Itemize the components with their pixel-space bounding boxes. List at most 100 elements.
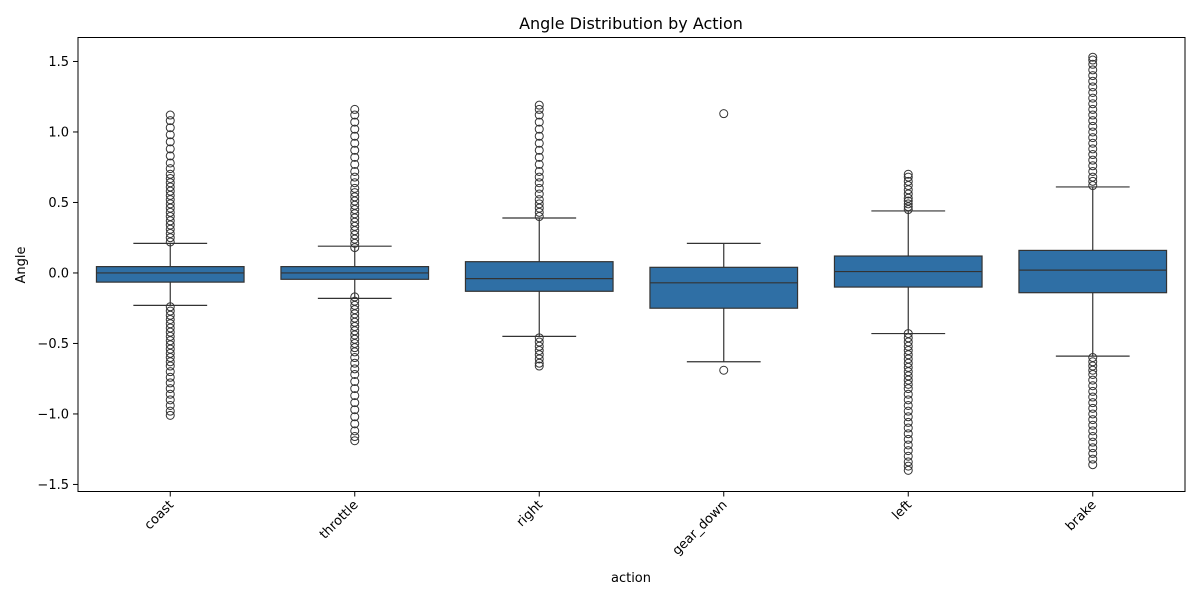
outlier-point xyxy=(350,432,360,442)
outlier-point xyxy=(350,152,360,162)
outlier-point xyxy=(1088,375,1098,385)
outlier-point xyxy=(534,361,544,371)
x-tick-label: left xyxy=(890,498,916,524)
outlier-point xyxy=(350,405,360,415)
outlier-point xyxy=(534,195,544,205)
outlier-point xyxy=(1088,144,1098,154)
outlier-point xyxy=(903,169,913,179)
y-axis-label: Angle xyxy=(14,247,29,284)
outlier-point xyxy=(165,130,175,140)
box-group-right xyxy=(464,100,614,371)
outlier-point xyxy=(350,384,360,394)
outlier-point xyxy=(534,199,544,209)
y-tick-label: 0.5 xyxy=(48,196,69,211)
outlier-point xyxy=(534,117,544,127)
outlier-point xyxy=(1088,392,1098,402)
outlier-point xyxy=(350,426,360,436)
outlier-point xyxy=(1088,454,1098,464)
outlier-point xyxy=(165,357,175,367)
y-tick-label: −0.5 xyxy=(37,337,69,352)
outlier-point xyxy=(903,465,913,475)
y-tick-label: −1.5 xyxy=(37,478,69,493)
outlier-point xyxy=(350,369,360,379)
box-group-coast xyxy=(95,110,245,420)
outlier-point xyxy=(1088,161,1098,171)
outlier-point xyxy=(1088,415,1098,425)
outlier-point xyxy=(534,152,544,162)
outlier-point xyxy=(1088,460,1098,470)
box-group-throttle xyxy=(280,104,430,446)
outlier-point xyxy=(165,137,175,147)
outlier-point xyxy=(165,123,175,133)
plot-frame xyxy=(77,37,1186,492)
outlier-point xyxy=(903,379,913,389)
outlier-point xyxy=(903,429,913,439)
x-axis-label: action xyxy=(611,571,651,586)
x-tick-label: right xyxy=(514,498,546,530)
outlier-point xyxy=(350,159,360,169)
box-body xyxy=(464,261,614,292)
outlier-point xyxy=(350,172,360,182)
outlier-point xyxy=(350,138,360,148)
outlier-point xyxy=(903,406,913,416)
outlier-point xyxy=(1088,55,1098,65)
outlier-point xyxy=(534,166,544,176)
outlier-point xyxy=(1088,386,1098,396)
outlier-point xyxy=(903,461,913,471)
y-tick-label: −1.0 xyxy=(37,407,69,422)
y-tick-label: 1.5 xyxy=(48,55,69,70)
outlier-point xyxy=(350,104,360,114)
outlier-point xyxy=(350,343,360,353)
outlier-point xyxy=(165,410,175,420)
outlier-point xyxy=(1088,365,1098,375)
outlier-point xyxy=(1088,409,1098,419)
outlier-point xyxy=(350,347,360,357)
outlier-point xyxy=(534,159,544,169)
x-tick-label: brake xyxy=(1063,498,1100,535)
outlier-point xyxy=(1088,71,1098,81)
x-tick-label: throttle xyxy=(317,498,362,543)
outlier-point xyxy=(903,395,913,405)
outlier-point xyxy=(350,178,360,188)
outlier-point xyxy=(1088,104,1098,114)
y-tick-label: 1.0 xyxy=(48,125,69,140)
outlier-point xyxy=(165,144,175,154)
outlier-point xyxy=(1088,176,1098,186)
outlier-point xyxy=(534,172,544,182)
outlier-point xyxy=(1088,99,1098,109)
box-group-gear_down xyxy=(649,109,799,375)
outlier-point xyxy=(1088,87,1098,97)
outlier-point xyxy=(165,164,175,174)
outlier-point xyxy=(1088,127,1098,137)
outlier-point xyxy=(903,199,913,209)
outlier-point xyxy=(1088,110,1098,120)
outlier-point xyxy=(1088,437,1098,447)
plot-area xyxy=(95,52,1168,475)
outlier-point xyxy=(350,183,360,193)
outlier-point xyxy=(350,436,360,446)
outlier-point xyxy=(534,104,544,114)
outlier-point xyxy=(350,188,360,198)
outlier-point xyxy=(1088,432,1098,442)
box-body xyxy=(95,266,245,283)
outlier-point xyxy=(1088,59,1098,69)
outlier-point xyxy=(903,446,913,456)
outlier-point xyxy=(350,131,360,141)
outlier-point xyxy=(1088,121,1098,131)
outlier-point xyxy=(1088,138,1098,148)
outlier-point xyxy=(1088,93,1098,103)
outlier-point xyxy=(165,151,175,161)
outlier-point xyxy=(1088,448,1098,458)
outlier-point xyxy=(903,434,913,444)
outlier-point xyxy=(903,423,913,433)
outlier-point xyxy=(1088,166,1098,176)
outlier-point xyxy=(1088,426,1098,436)
outlier-point xyxy=(350,166,360,176)
outlier-point xyxy=(350,377,360,387)
outlier-point xyxy=(903,412,913,422)
x-tick-label: coast xyxy=(142,498,177,533)
outlier-point xyxy=(165,406,175,416)
outlier-point xyxy=(165,158,175,168)
outlier-point xyxy=(1088,150,1098,160)
